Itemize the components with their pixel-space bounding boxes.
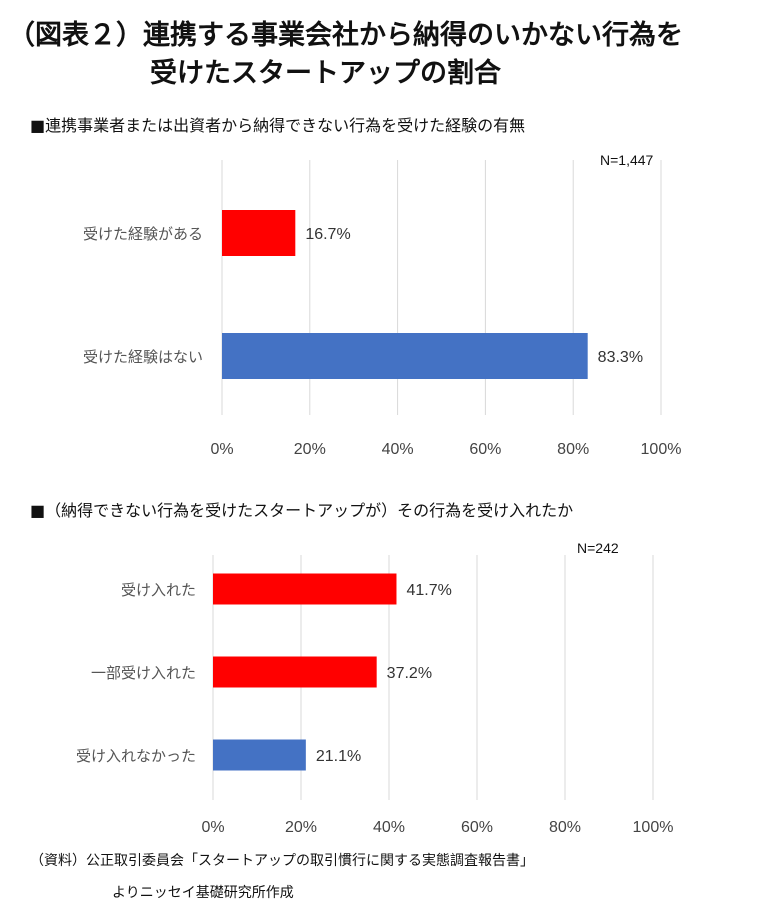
chart-2-sample-size: N=242 [577,540,619,556]
chart-1-title: ■連携事業者または出資者から納得できない行為を受けた経験の有無 [30,116,526,135]
chart-1-tick-label: 0% [210,441,233,458]
chart-1-tick-label: 20% [294,441,326,458]
chart-2-title: ■（納得できない行為を受けたスタートアップが）その行為を受け入れたか [30,501,574,520]
chart-2: 0% 20% 40% 60% 80% 100% 受け入れた 41.7% 一部受け入れた 37.2%… [76,555,674,836]
page-title-line-2: 受けたスタートアップの割合 [150,58,501,89]
chart-2-data-label: 37.2% [387,665,432,682]
chart-2-tick-label: 40% [373,819,405,836]
chart-2-category-label: 受け入れなかった [76,747,196,765]
chart-1-tick-label: 40% [382,441,414,458]
chart-1: 0% 20% 40% 60% 80% 100% 受けた経験がある 16.7% 受けた経験はない 8… [83,160,682,458]
chart-1-category-label: 受けた経験がある [83,225,203,243]
chart-2-category-label: 一部受け入れた [91,664,196,682]
chart-2-data-label: 21.1% [316,748,361,765]
chart-1-data-label: 83.3% [598,349,643,366]
chart-2-tick-label: 60% [461,819,493,836]
chart-1-sample-size: N=1,447 [600,152,654,168]
chart-1-tick-label: 80% [557,441,589,458]
source-note-line-1: （資料）公正取引委員会「スタートアップの取引慣行に関する実態調査報告書」 [30,853,534,869]
page-title-line-1: （図表２）連携する事業会社から納得のいかない行為を [8,20,683,51]
chart-1-data-label: 16.7% [305,226,350,243]
chart-1-bar [222,210,296,256]
chart-1-category-label: 受けた経験はない [83,348,203,366]
chart-2-bar [213,656,377,688]
chart-2-bar [213,739,306,771]
source-note-line-2: よりニッセイ基礎研究所作成 [112,885,294,901]
chart-1-tick-label: 100% [641,441,682,458]
chart-1-bar [222,333,588,379]
chart-2-tick-label: 100% [633,819,674,836]
chart-2-category-label: 受け入れた [121,581,196,599]
chart-2-data-label: 41.7% [406,582,451,599]
chart-1-tick-label: 60% [469,441,501,458]
chart-2-bar [213,573,397,605]
chart-2-tick-label: 20% [285,819,317,836]
chart-2-tick-label: 0% [201,819,224,836]
chart-2-tick-label: 80% [549,819,581,836]
